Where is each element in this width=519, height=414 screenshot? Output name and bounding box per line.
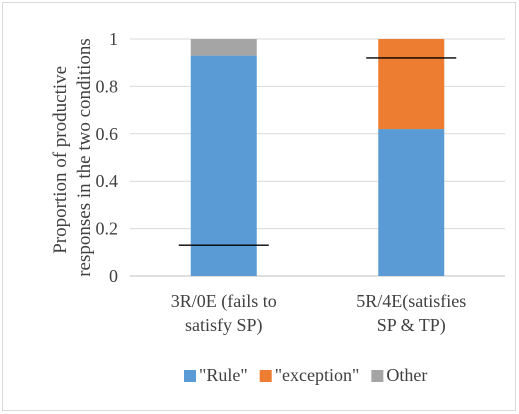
y-axis-label-line-1: Proportion of productive <box>50 66 71 254</box>
legend-swatch <box>371 370 384 382</box>
gridlines <box>130 38 505 277</box>
y-tick-label: 0.6 <box>96 124 119 144</box>
y-tick-labels: 0 0.2 0.4 0.6 0.8 1 <box>96 29 119 286</box>
x-tick-labels: 3R/0E (fails to satisfy SP) 5R/4E(satisfie… <box>171 291 467 336</box>
legend: "Rule" "exception" Other <box>184 365 427 385</box>
reference-lines <box>178 57 457 246</box>
bar-segment <box>378 129 445 276</box>
bar-stacks <box>190 39 445 277</box>
y-tick-label: 0.8 <box>96 76 119 96</box>
x-tick-label: 3R/0E (fails to <box>171 291 277 312</box>
y-axis-label: Proportion of productive responses in th… <box>50 38 95 277</box>
y-tick-label: 0 <box>109 266 118 286</box>
bar-segment <box>190 39 257 56</box>
y-axis-label-line-2: responses in the two conditions <box>74 38 95 277</box>
x-tick-label: SP & TP) <box>377 315 446 336</box>
legend-swatch <box>184 370 196 382</box>
y-tick-label: 0.4 <box>96 171 119 191</box>
legend-label: "Rule" <box>199 365 248 385</box>
bar-segment <box>378 39 445 130</box>
y-tick-label: 1 <box>109 29 118 49</box>
bar-segment <box>190 55 257 277</box>
y-tick-label: 0.2 <box>96 219 119 239</box>
x-tick-label: 5R/4E(satisfies <box>356 291 466 312</box>
legend-label: Other <box>386 365 427 385</box>
legend-label: "exception" <box>275 365 360 385</box>
legend-swatch <box>259 370 272 382</box>
x-tick-label: satisfy SP) <box>185 315 263 336</box>
